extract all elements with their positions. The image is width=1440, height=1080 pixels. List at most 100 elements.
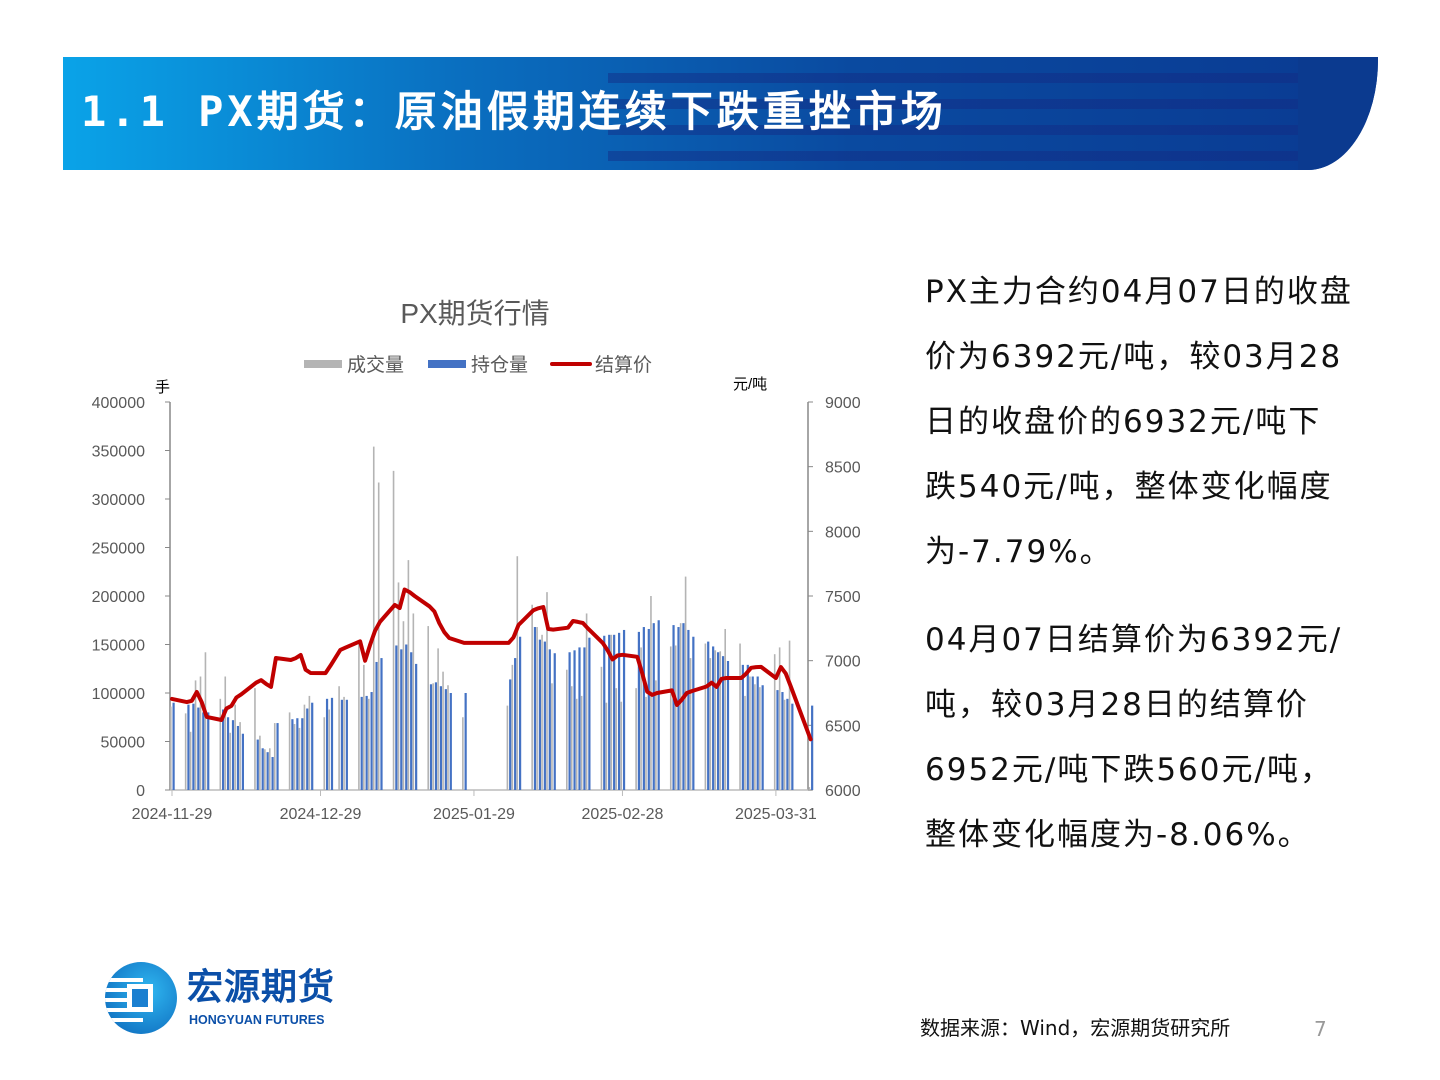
open-interest-bar (568, 652, 571, 790)
open-interest-bar (449, 693, 452, 790)
body-text-line: 吨，较03月28日的结算价 (925, 687, 1309, 723)
volume-bar (338, 686, 340, 790)
logo-chinese-name: 宏源期货 (187, 967, 336, 1008)
open-interest-bar (325, 698, 329, 790)
open-interest-bar (781, 692, 784, 790)
open-interest-bar (261, 748, 264, 790)
volume-bar (358, 643, 360, 790)
title-banner: 1.1 PX期货：原油假期连续下跌重挫市场 (63, 57, 1378, 170)
volume-bar (189, 731, 192, 790)
x-tick-label: 2025-01-29 (433, 806, 515, 823)
volume-bar (402, 621, 405, 790)
open-interest-bar (761, 685, 764, 790)
volume-bar (531, 604, 533, 790)
open-interest-bar (301, 718, 304, 790)
volume-bar (808, 787, 811, 790)
open-interest-bar (514, 658, 517, 790)
open-interest-bar (291, 719, 294, 790)
open-interest-bar (415, 663, 418, 790)
volume-bar (427, 626, 429, 790)
volume-bar (204, 652, 207, 790)
left-tick-label: 0 (136, 783, 145, 800)
volume-bar (620, 701, 623, 790)
open-interest-bar (652, 623, 655, 790)
volume-bar (264, 749, 266, 790)
volume-bar (773, 654, 776, 790)
left-tick-label: 250000 (92, 541, 145, 558)
volume-bar (615, 688, 618, 790)
volume-bar (269, 748, 271, 790)
open-interest-bar (464, 693, 467, 790)
body-text-line: 6952元/吨下跌560元/吨， (925, 752, 1333, 788)
volume-bar (689, 658, 692, 790)
open-interest-bar (405, 644, 408, 790)
body-text-line: 整体变化幅度为-8.06%。 (925, 817, 1311, 853)
volume-bar (308, 695, 311, 790)
left-tick-label: 150000 (92, 638, 145, 655)
open-interest-bar (672, 625, 675, 790)
logo-english-name: HONGYUAN FUTURES (189, 1013, 325, 1027)
volume-bar (778, 647, 781, 790)
open-interest-bar (306, 708, 309, 790)
volume-bar (684, 576, 687, 790)
right-tick-label: 7500 (825, 589, 861, 606)
volume-bar (229, 732, 231, 790)
open-interest-bar (717, 652, 720, 790)
volume-bar (585, 613, 588, 790)
left-tick-label: 200000 (92, 589, 145, 606)
open-interest-bar (345, 699, 348, 790)
open-interest-bar (439, 686, 442, 790)
open-interest-bar (692, 636, 695, 790)
open-interest-bar (340, 699, 343, 790)
open-interest-bar (330, 697, 334, 790)
volume-bar (719, 651, 722, 790)
volume-bar (194, 680, 197, 790)
volume-bar (645, 696, 647, 790)
open-interest-bar (311, 702, 314, 790)
x-tick-label: 2025-02-28 (582, 806, 664, 823)
left-tick-label: 100000 (92, 686, 145, 703)
open-interest-bar (751, 676, 754, 790)
company-logo: 宏源期货 HONGYUAN FUTURES (105, 962, 365, 1037)
volume-bar (674, 645, 677, 790)
open-interest-bar (276, 723, 279, 790)
open-interest-bar (172, 702, 175, 790)
volume-bar (412, 613, 415, 790)
body-text-line: 日的收盘价的6932元/吨下 (925, 404, 1322, 440)
body-text-line: 跌540元/吨，整体变化幅度 (925, 469, 1333, 505)
open-interest-bar (791, 703, 794, 790)
open-interest-bar (533, 627, 537, 790)
open-interest-bar (375, 661, 378, 790)
volume-bar (219, 698, 222, 790)
page-number: 7 (1314, 1017, 1327, 1041)
left-tick-label: 350000 (92, 444, 145, 461)
open-interest-bar (231, 720, 235, 790)
open-interest-bar (553, 653, 556, 790)
volume-bar (566, 669, 568, 790)
volume-bar (462, 717, 464, 790)
open-interest-bar (202, 712, 205, 790)
volume-bar (516, 556, 519, 790)
volume-bar (754, 684, 756, 790)
volume-bar (640, 647, 642, 790)
volume-bar (437, 648, 439, 790)
volume-bar (570, 686, 573, 790)
right-tick-label: 8500 (825, 460, 861, 477)
volume-bar (679, 623, 682, 790)
settlement-price-line (170, 587, 813, 742)
open-interest-bar (192, 703, 195, 790)
volume-bar (323, 717, 326, 790)
x-tick-label: 2024-11-29 (132, 806, 213, 823)
open-interest-bar (642, 627, 645, 790)
right-axis-unit: 元/吨 (733, 376, 767, 393)
volume-bar (749, 676, 751, 790)
volume-bar (709, 658, 712, 790)
volume-bar (184, 713, 187, 790)
volume-bar (575, 698, 578, 790)
volume-bar (432, 683, 434, 790)
left-tick-label: 300000 (92, 492, 145, 509)
open-interest-bar (410, 652, 413, 790)
volume-bar (635, 688, 637, 790)
volume-bar (714, 650, 717, 790)
